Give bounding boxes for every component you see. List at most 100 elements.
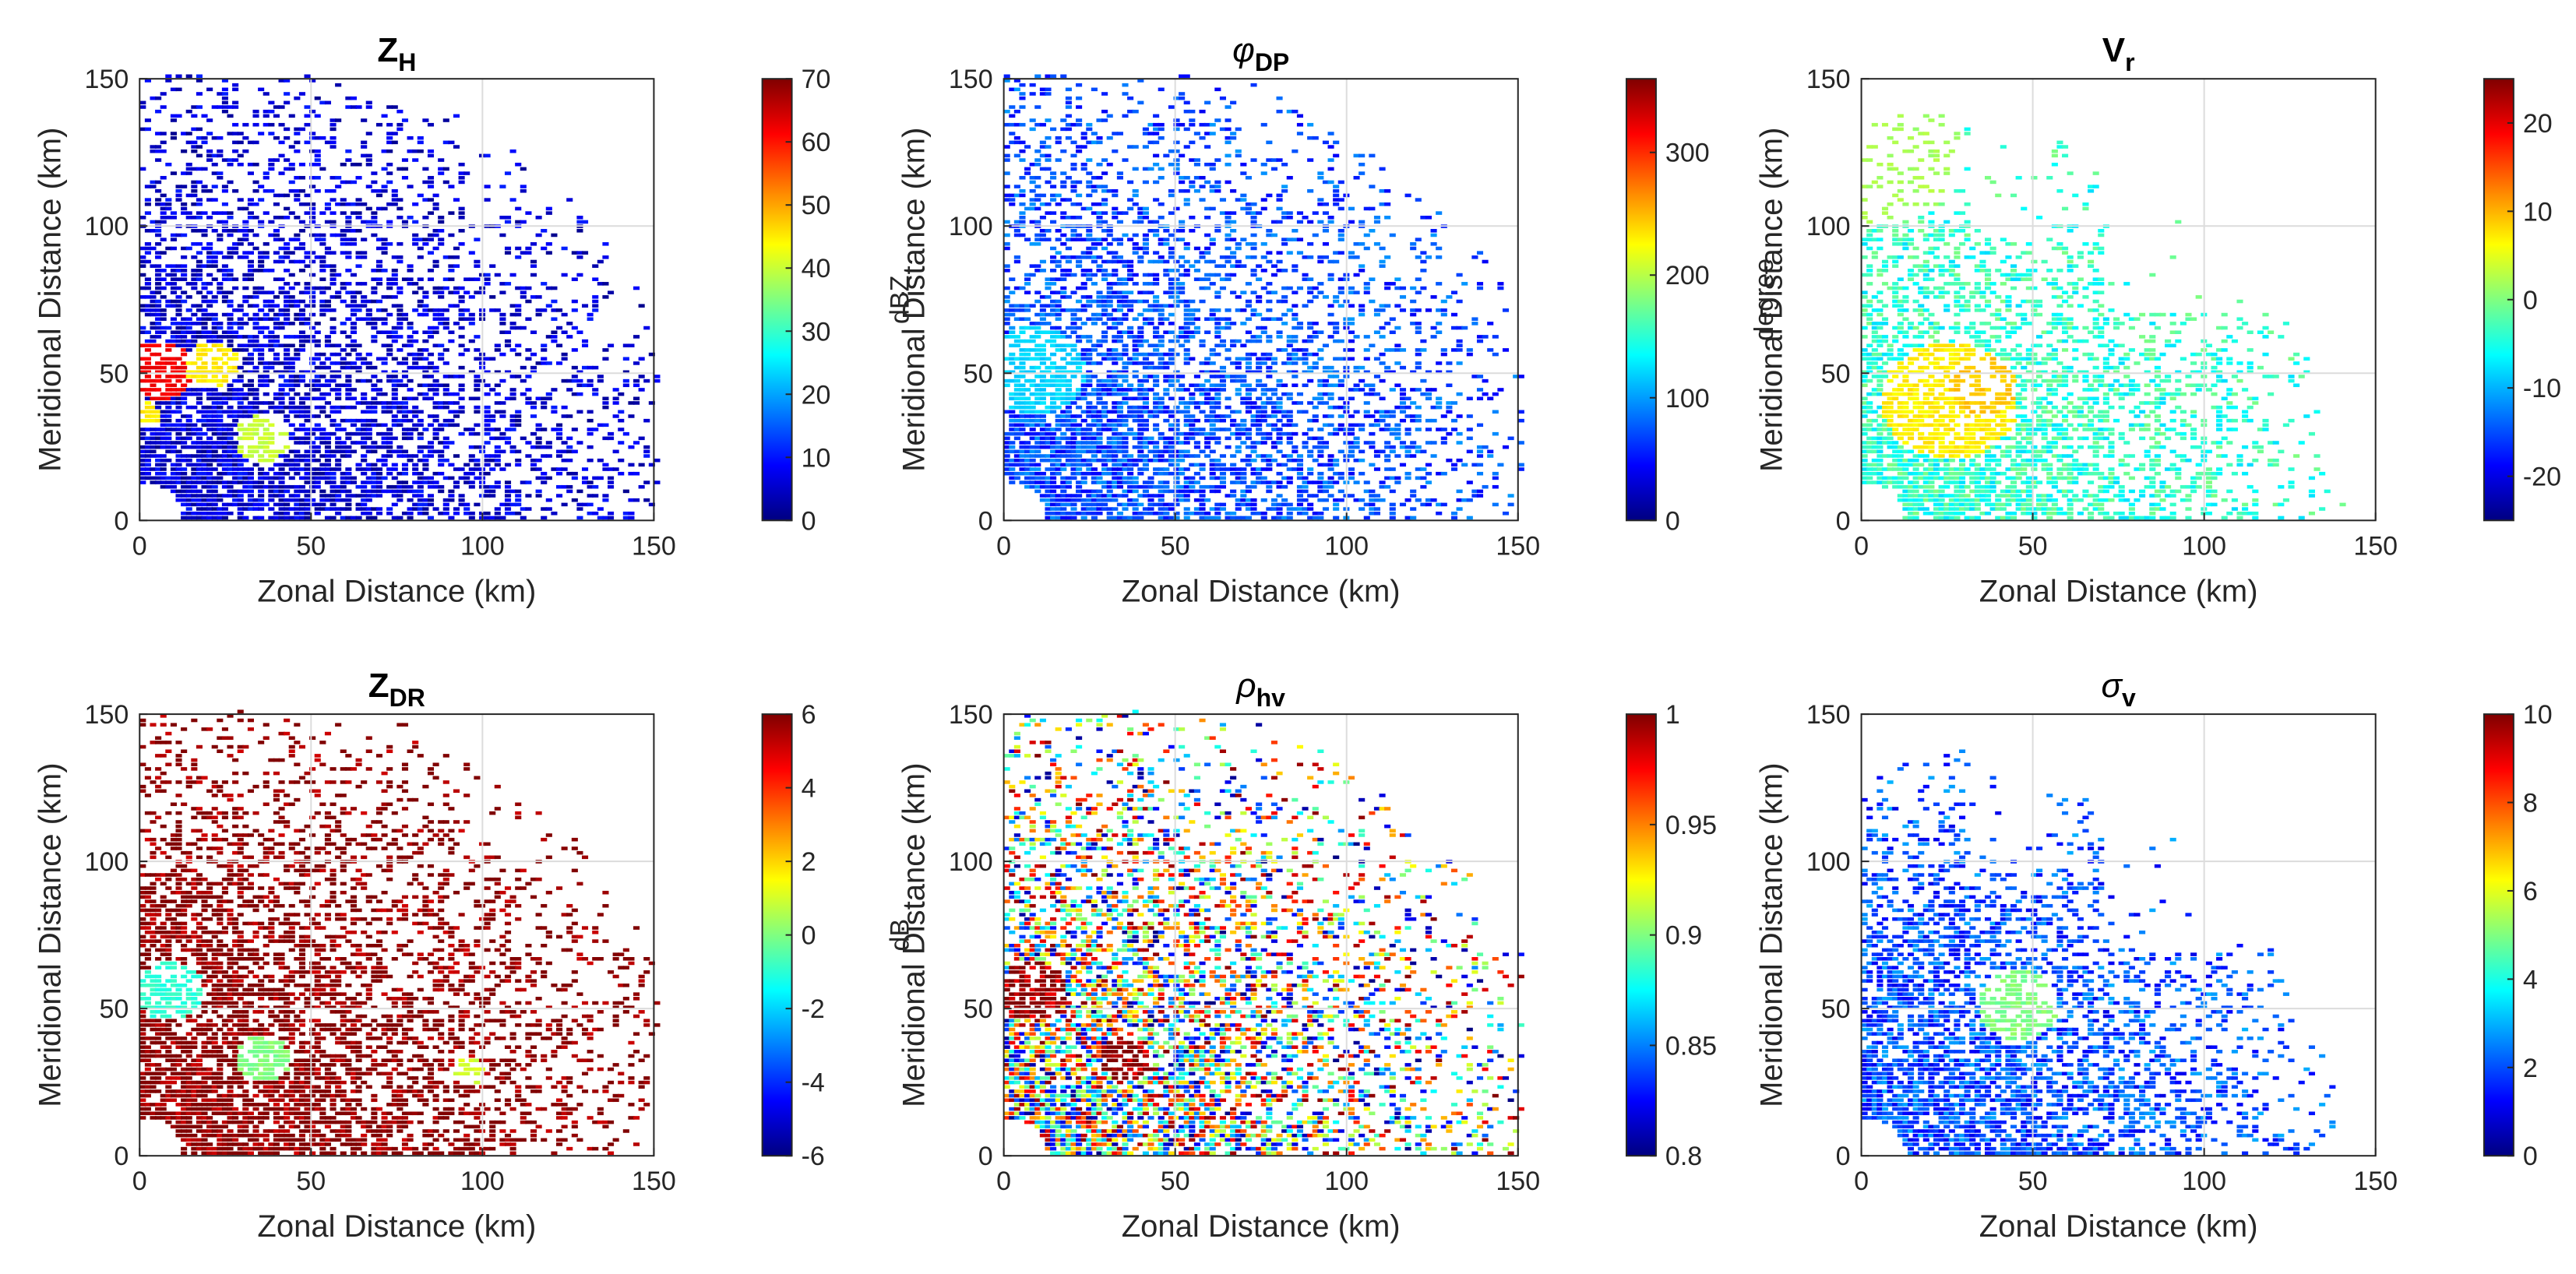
echo-pixel xyxy=(1142,494,1149,498)
echo-pixel xyxy=(1256,383,1263,388)
echo-pixel xyxy=(1266,396,1273,401)
echo-pixel xyxy=(273,357,280,361)
echo-pixel xyxy=(1065,498,1072,502)
echo-pixel xyxy=(288,273,295,277)
echo-pixel xyxy=(1003,445,1010,449)
echo-pixel xyxy=(587,494,594,498)
echo-pixel xyxy=(1245,498,1252,502)
echo-pixel xyxy=(1122,489,1129,494)
echo-pixel xyxy=(258,255,265,259)
echo-pixel xyxy=(1060,516,1067,520)
echo-pixel xyxy=(417,299,424,304)
echo-pixel xyxy=(309,476,316,480)
echo-pixel xyxy=(298,220,306,224)
echo-pixel xyxy=(581,365,589,370)
echo-pixel xyxy=(1096,428,1103,431)
echo-pixel xyxy=(407,431,414,436)
echo-pixel xyxy=(551,467,558,471)
echo-pixel xyxy=(201,431,208,436)
echo-pixel xyxy=(247,259,254,264)
echo-pixel xyxy=(499,322,506,326)
echo-pixel xyxy=(185,498,192,502)
echo-pixel xyxy=(504,436,512,441)
echo-pixel xyxy=(242,396,249,401)
echo-pixel xyxy=(1302,445,1309,449)
echo-pixel xyxy=(185,489,192,494)
echo-pixel xyxy=(1502,511,1510,516)
echo-pixel xyxy=(258,357,265,361)
echo-pixel xyxy=(1399,441,1407,445)
echo-pixel xyxy=(474,264,481,268)
echo-pixel xyxy=(417,445,424,449)
echo-pixel xyxy=(252,290,259,294)
echo-pixel xyxy=(1193,454,1200,458)
echo-pixel xyxy=(525,480,532,484)
echo-pixel xyxy=(1019,365,1026,370)
echo-pixel xyxy=(1276,378,1283,383)
echo-pixel xyxy=(211,198,218,202)
echo-pixel xyxy=(386,471,393,476)
echo-pixel xyxy=(1173,502,1180,507)
echo-pixel xyxy=(417,365,424,370)
echo-pixel xyxy=(1127,471,1134,476)
echo-pixel xyxy=(1379,480,1386,484)
echo-pixel xyxy=(181,322,188,326)
echo-pixel xyxy=(1122,494,1129,498)
echo-pixel xyxy=(155,326,162,330)
echo-pixel xyxy=(288,458,295,463)
echo-pixel xyxy=(252,216,259,220)
echo-pixel xyxy=(165,326,172,330)
echo-pixel xyxy=(252,418,259,423)
echo-pixel xyxy=(1142,388,1149,392)
echo-pixel xyxy=(1450,418,1458,423)
echo-pixel xyxy=(571,498,578,502)
echo-pixel xyxy=(165,304,172,308)
echo-pixel xyxy=(1235,410,1242,414)
echo-pixel xyxy=(1029,418,1036,423)
echo-pixel xyxy=(201,322,208,326)
echo-pixel xyxy=(1436,471,1443,476)
echo-pixel xyxy=(555,471,563,476)
echo-pixel xyxy=(463,476,470,480)
echo-pixel xyxy=(1348,428,1355,431)
echo-pixel xyxy=(150,428,157,431)
echo-pixel xyxy=(1116,410,1123,414)
echo-pixel xyxy=(329,233,337,238)
echo-pixel xyxy=(1193,489,1200,494)
echo-pixel xyxy=(412,202,419,206)
echo-pixel xyxy=(1230,489,1237,494)
echo-pixel xyxy=(1337,449,1344,454)
echo-pixel xyxy=(1039,375,1046,378)
echo-pixel xyxy=(1214,489,1221,494)
echo-pixel xyxy=(1209,428,1216,431)
echo-pixel xyxy=(1373,467,1381,471)
echo-pixel xyxy=(494,273,501,277)
echo-pixel xyxy=(1199,476,1206,480)
echo-pixel xyxy=(1080,502,1087,507)
echo-pixel xyxy=(284,335,291,339)
echo-pixel xyxy=(345,105,352,109)
echo-pixel xyxy=(417,502,424,507)
echo-pixel xyxy=(417,458,424,463)
echo-pixel xyxy=(232,277,239,281)
echo-pixel xyxy=(181,290,188,294)
echo-pixel xyxy=(381,149,388,153)
echo-pixel xyxy=(1137,396,1144,401)
echo-pixel xyxy=(1101,502,1108,507)
echo-pixel xyxy=(1070,502,1077,507)
echo-pixel xyxy=(489,308,496,312)
echo-pixel xyxy=(1096,401,1103,405)
echo-pixel xyxy=(288,375,295,378)
echo-pixel xyxy=(217,220,224,224)
echo-pixel xyxy=(263,242,270,246)
echo-pixel xyxy=(1050,458,1057,463)
echo-pixel xyxy=(155,436,162,441)
echo-pixel xyxy=(1369,502,1376,507)
echo-pixel xyxy=(247,242,254,246)
echo-pixel xyxy=(160,365,167,370)
echo-pixel xyxy=(278,216,285,220)
echo-pixel xyxy=(504,251,512,255)
echo-pixel xyxy=(1019,383,1026,388)
echo-pixel xyxy=(391,375,398,378)
echo-pixel xyxy=(417,418,424,423)
